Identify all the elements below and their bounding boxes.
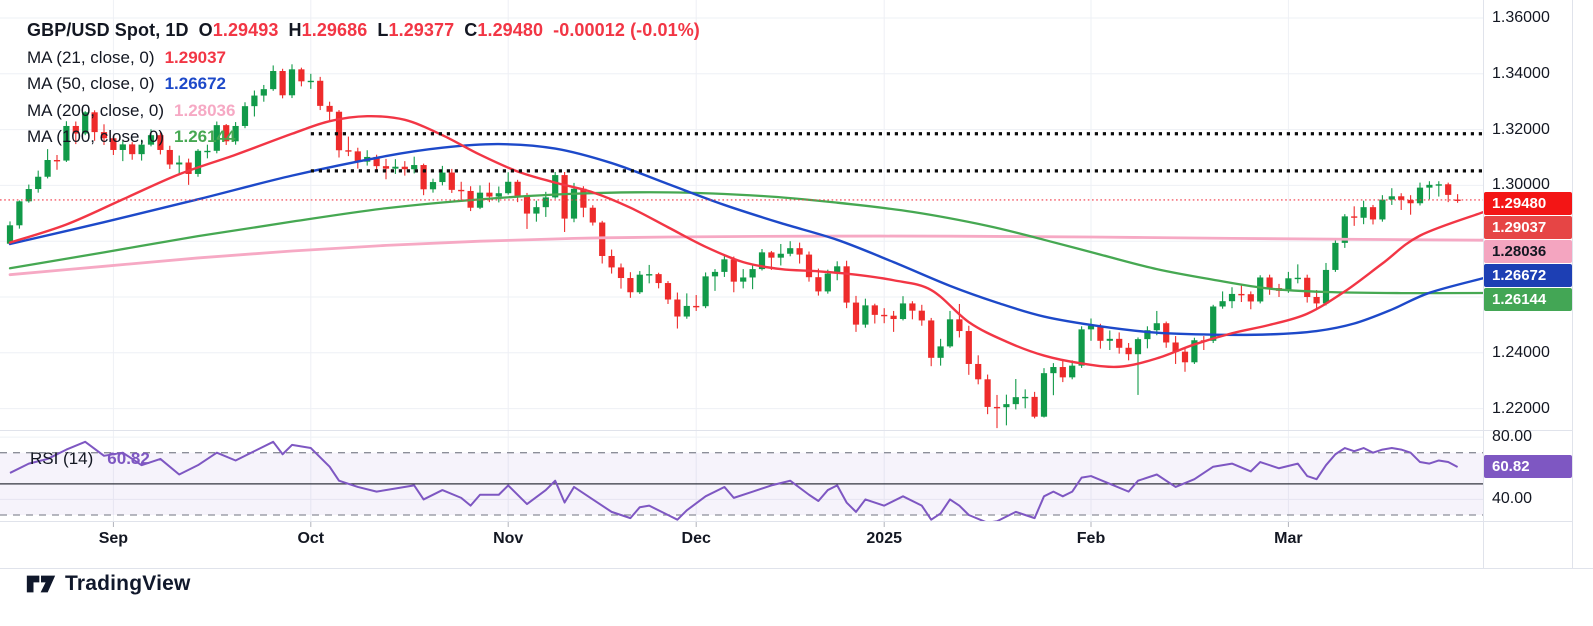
tradingview-logo-text: TradingView [65, 572, 191, 595]
moving-average-lines [8, 114, 1483, 369]
price-scale-label: 1.34000 [1492, 64, 1550, 82]
price-scale-label: 1.32000 [1492, 120, 1550, 138]
low-label: L [377, 20, 389, 40]
ma-line-ma50 [8, 142, 1483, 337]
rsi-axis-badge: 60.82 [1484, 455, 1572, 479]
time-scale-label[interactable]: Dec [681, 530, 711, 547]
ma21-label: MA (21, close, 0) [27, 47, 155, 67]
ma21-legend-row[interactable]: MA (21, close, 0) 1.29037 [27, 48, 700, 68]
open-label: O [198, 20, 213, 40]
low-value: 1.29377 [388, 20, 455, 40]
ma50-label: MA (50, close, 0) [27, 74, 155, 93]
open-value: 1.29493 [212, 20, 279, 40]
ma100-label: MA (100, close, 0) [27, 127, 165, 146]
price-scale-label: 1.22000 [1492, 399, 1550, 417]
price-axis-badge: 1.29037 [1484, 216, 1572, 239]
symbol-legend-row[interactable]: GBP/USD Spot, 1D O1.29493 H1.29686 L1.29377… [27, 20, 700, 41]
pane-borders [0, 0, 1593, 569]
price-axis-badge: 1.26144 [1484, 288, 1572, 311]
price-scale-label: 1.36000 [1492, 9, 1550, 26]
rsi-label: RSI (14) [30, 449, 94, 468]
ma50-value: 1.26672 [164, 74, 227, 93]
price-axis-badge: 1.26672 [1484, 264, 1572, 287]
price-axis-badge: 1.28036 [1484, 240, 1572, 263]
time-scale-label[interactable]: Oct [297, 530, 325, 547]
symbol-title[interactable]: GBP/USD Spot, 1D [27, 20, 189, 40]
ma-line-ma100 [8, 191, 1483, 295]
rsi-line [9, 440, 1459, 521]
ma200-value: 1.28036 [174, 100, 236, 120]
tradingview-logo[interactable]: TradingView [26, 571, 191, 597]
time-scale-label[interactable]: Feb [1076, 530, 1106, 547]
time-scale-label[interactable]: Sep [98, 530, 129, 547]
ma-line-ma21 [8, 114, 1483, 369]
rsi-scale-label: 40.00 [1492, 490, 1533, 508]
price-scale-label: 1.24000 [1492, 343, 1550, 361]
time-scale-label[interactable]: 2025 [866, 530, 902, 547]
rsi-value: 60.82 [107, 449, 150, 468]
tradingview-logo-icon [26, 575, 56, 593]
price-axis-badge: 1.29480 [1484, 192, 1572, 215]
time-scale-label[interactable]: Mar [1274, 530, 1303, 547]
ma50-legend-row[interactable]: MA (50, close, 0) 1.26672 [27, 74, 700, 94]
chart-legend[interactable]: GBP/USD Spot, 1D O1.29493 H1.29686 L1.29377… [27, 20, 700, 147]
rsi-pane[interactable] [0, 440, 1483, 523]
price-scale-label: 1.30000 [1492, 176, 1550, 194]
ma-line-ma200 [8, 234, 1483, 277]
rsi-scale-label: 80.00 [1492, 428, 1533, 446]
time-scale-label[interactable]: Nov [493, 530, 524, 547]
ma100-legend-row[interactable]: MA (100, close, 0) 1.26144 [27, 127, 700, 147]
close-label: C [464, 20, 478, 40]
close-value: 1.29480 [477, 20, 544, 40]
candles[interactable] [6, 64, 1461, 429]
ma100-value: 1.26144 [174, 127, 236, 146]
high-value: 1.29686 [301, 20, 368, 40]
change-value: -0.00012 (-0.01%) [553, 20, 700, 40]
price-levels[interactable] [0, 132, 1483, 201]
ma21-value: 1.29037 [164, 47, 227, 67]
high-label: H [288, 20, 302, 40]
ma200-legend-row[interactable]: MA (200, close, 0) 1.28036 [27, 101, 700, 121]
rsi-legend-row[interactable]: RSI (14) 60.82 [30, 449, 150, 469]
ma200-label: MA (200, close, 0) [27, 100, 165, 120]
